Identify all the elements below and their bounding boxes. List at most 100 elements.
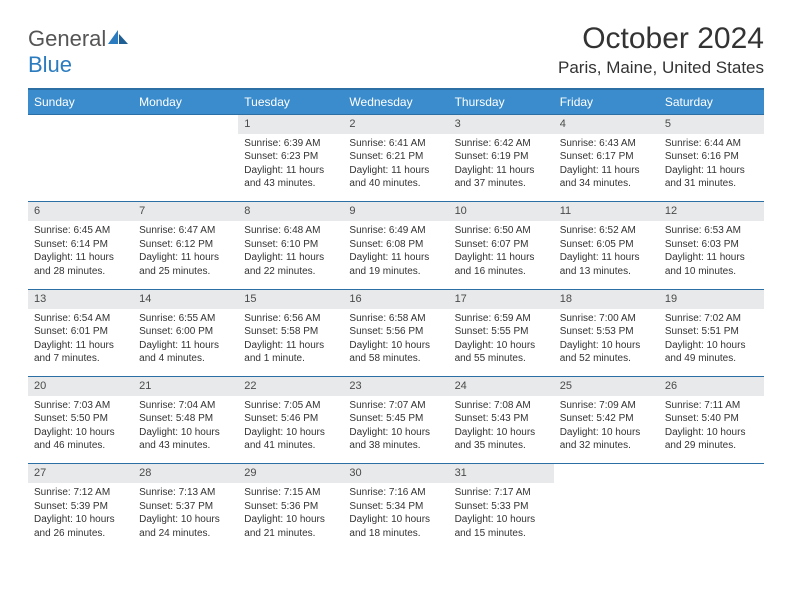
day-number-cell: 23 <box>343 377 448 396</box>
day-header: Sunday <box>28 89 133 115</box>
day-data-cell <box>554 483 659 551</box>
brand-logo: GeneralBlue <box>28 26 130 78</box>
daynum-row: 13141516171819 <box>28 289 764 308</box>
day-data-cell: Sunrise: 7:16 AMSunset: 5:34 PMDaylight:… <box>343 483 448 551</box>
day-data-cell: Sunrise: 6:55 AMSunset: 6:00 PMDaylight:… <box>133 309 238 377</box>
day-number-cell: 21 <box>133 377 238 396</box>
day-data-cell <box>659 483 764 551</box>
day-number-cell: 29 <box>238 464 343 483</box>
day-number-cell: 11 <box>554 202 659 221</box>
day-data-cell: Sunrise: 7:11 AMSunset: 5:40 PMDaylight:… <box>659 396 764 464</box>
day-number-cell: 13 <box>28 289 133 308</box>
day-number-cell: 14 <box>133 289 238 308</box>
day-number-cell <box>659 464 764 483</box>
day-header: Friday <box>554 89 659 115</box>
title-block: October 2024 Paris, Maine, United States <box>558 22 764 78</box>
brand-text-1: General <box>28 26 106 51</box>
calendar-page: GeneralBlue October 2024 Paris, Maine, U… <box>0 0 792 569</box>
day-data-cell: Sunrise: 6:43 AMSunset: 6:17 PMDaylight:… <box>554 134 659 202</box>
day-data-cell: Sunrise: 7:02 AMSunset: 5:51 PMDaylight:… <box>659 309 764 377</box>
day-number-cell: 27 <box>28 464 133 483</box>
calendar-head: SundayMondayTuesdayWednesdayThursdayFrid… <box>28 89 764 115</box>
day-number-cell: 9 <box>343 202 448 221</box>
day-data-cell: Sunrise: 6:45 AMSunset: 6:14 PMDaylight:… <box>28 221 133 289</box>
location-text: Paris, Maine, United States <box>558 58 764 78</box>
month-title: October 2024 <box>558 22 764 56</box>
day-data-cell: Sunrise: 7:00 AMSunset: 5:53 PMDaylight:… <box>554 309 659 377</box>
day-number-cell: 30 <box>343 464 448 483</box>
day-number-cell: 5 <box>659 115 764 134</box>
daynum-row: 12345 <box>28 115 764 134</box>
day-data-cell: Sunrise: 7:17 AMSunset: 5:33 PMDaylight:… <box>449 483 554 551</box>
data-row: Sunrise: 7:12 AMSunset: 5:39 PMDaylight:… <box>28 483 764 551</box>
day-number-cell: 4 <box>554 115 659 134</box>
day-data-cell: Sunrise: 7:08 AMSunset: 5:43 PMDaylight:… <box>449 396 554 464</box>
day-number-cell: 2 <box>343 115 448 134</box>
day-number-cell: 28 <box>133 464 238 483</box>
day-data-cell <box>28 134 133 202</box>
day-number-cell <box>133 115 238 134</box>
day-data-cell: Sunrise: 7:04 AMSunset: 5:48 PMDaylight:… <box>133 396 238 464</box>
data-row: Sunrise: 6:54 AMSunset: 6:01 PMDaylight:… <box>28 309 764 377</box>
data-row: Sunrise: 7:03 AMSunset: 5:50 PMDaylight:… <box>28 396 764 464</box>
day-data-cell <box>133 134 238 202</box>
day-data-cell: Sunrise: 7:03 AMSunset: 5:50 PMDaylight:… <box>28 396 133 464</box>
sail-icon <box>106 28 130 46</box>
data-row: Sunrise: 6:45 AMSunset: 6:14 PMDaylight:… <box>28 221 764 289</box>
brand-text: GeneralBlue <box>28 26 130 78</box>
day-data-cell: Sunrise: 7:15 AMSunset: 5:36 PMDaylight:… <box>238 483 343 551</box>
day-data-cell: Sunrise: 6:54 AMSunset: 6:01 PMDaylight:… <box>28 309 133 377</box>
data-row: Sunrise: 6:39 AMSunset: 6:23 PMDaylight:… <box>28 134 764 202</box>
day-data-cell: Sunrise: 6:39 AMSunset: 6:23 PMDaylight:… <box>238 134 343 202</box>
day-data-cell: Sunrise: 7:05 AMSunset: 5:46 PMDaylight:… <box>238 396 343 464</box>
day-number-cell: 22 <box>238 377 343 396</box>
day-data-cell: Sunrise: 6:52 AMSunset: 6:05 PMDaylight:… <box>554 221 659 289</box>
day-number-cell: 25 <box>554 377 659 396</box>
daynum-row: 6789101112 <box>28 202 764 221</box>
day-header: Tuesday <box>238 89 343 115</box>
day-data-cell: Sunrise: 6:44 AMSunset: 6:16 PMDaylight:… <box>659 134 764 202</box>
day-number-cell: 17 <box>449 289 554 308</box>
day-number-cell: 1 <box>238 115 343 134</box>
page-header: GeneralBlue October 2024 Paris, Maine, U… <box>28 22 764 78</box>
day-number-cell: 16 <box>343 289 448 308</box>
day-data-cell: Sunrise: 6:50 AMSunset: 6:07 PMDaylight:… <box>449 221 554 289</box>
day-data-cell: Sunrise: 6:58 AMSunset: 5:56 PMDaylight:… <box>343 309 448 377</box>
day-number-cell: 15 <box>238 289 343 308</box>
day-data-cell: Sunrise: 7:12 AMSunset: 5:39 PMDaylight:… <box>28 483 133 551</box>
day-number-cell: 3 <box>449 115 554 134</box>
day-number-cell <box>28 115 133 134</box>
day-data-cell: Sunrise: 6:48 AMSunset: 6:10 PMDaylight:… <box>238 221 343 289</box>
daynum-row: 2728293031 <box>28 464 764 483</box>
day-number-cell: 31 <box>449 464 554 483</box>
day-data-cell: Sunrise: 7:09 AMSunset: 5:42 PMDaylight:… <box>554 396 659 464</box>
day-data-cell: Sunrise: 7:07 AMSunset: 5:45 PMDaylight:… <box>343 396 448 464</box>
calendar-body: 12345Sunrise: 6:39 AMSunset: 6:23 PMDayl… <box>28 115 764 552</box>
day-data-cell: Sunrise: 6:41 AMSunset: 6:21 PMDaylight:… <box>343 134 448 202</box>
day-number-cell: 6 <box>28 202 133 221</box>
day-data-cell: Sunrise: 6:42 AMSunset: 6:19 PMDaylight:… <box>449 134 554 202</box>
calendar-table: SundayMondayTuesdayWednesdayThursdayFrid… <box>28 88 764 551</box>
day-number-cell: 8 <box>238 202 343 221</box>
day-header: Thursday <box>449 89 554 115</box>
day-data-cell: Sunrise: 6:47 AMSunset: 6:12 PMDaylight:… <box>133 221 238 289</box>
day-number-cell: 12 <box>659 202 764 221</box>
day-data-cell: Sunrise: 6:56 AMSunset: 5:58 PMDaylight:… <box>238 309 343 377</box>
day-number-cell: 26 <box>659 377 764 396</box>
day-header-row: SundayMondayTuesdayWednesdayThursdayFrid… <box>28 89 764 115</box>
day-data-cell: Sunrise: 7:13 AMSunset: 5:37 PMDaylight:… <box>133 483 238 551</box>
day-data-cell: Sunrise: 6:49 AMSunset: 6:08 PMDaylight:… <box>343 221 448 289</box>
day-header: Monday <box>133 89 238 115</box>
brand-text-2: Blue <box>28 52 72 77</box>
day-data-cell: Sunrise: 6:53 AMSunset: 6:03 PMDaylight:… <box>659 221 764 289</box>
day-number-cell: 7 <box>133 202 238 221</box>
day-number-cell: 18 <box>554 289 659 308</box>
day-data-cell: Sunrise: 6:59 AMSunset: 5:55 PMDaylight:… <box>449 309 554 377</box>
day-header: Wednesday <box>343 89 448 115</box>
day-number-cell: 20 <box>28 377 133 396</box>
day-header: Saturday <box>659 89 764 115</box>
day-number-cell <box>554 464 659 483</box>
day-number-cell: 10 <box>449 202 554 221</box>
day-number-cell: 24 <box>449 377 554 396</box>
daynum-row: 20212223242526 <box>28 377 764 396</box>
